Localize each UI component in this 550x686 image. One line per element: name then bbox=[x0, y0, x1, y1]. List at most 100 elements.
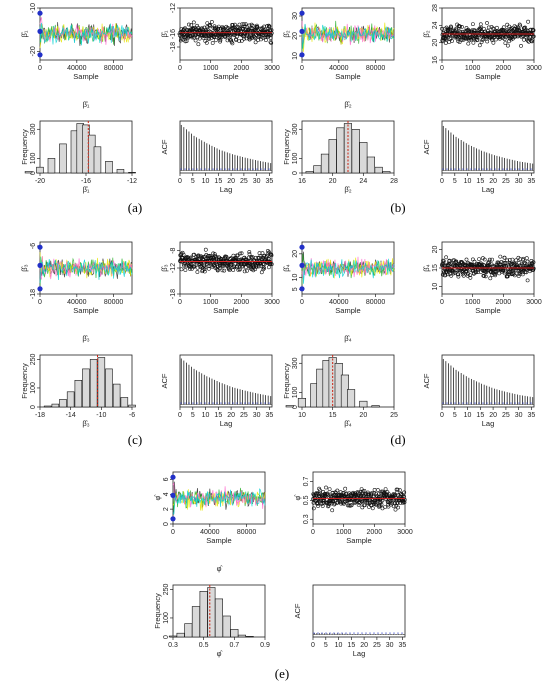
p2-c2-ylabel: Frequency bbox=[20, 363, 29, 399]
p0-c2-hist-bar bbox=[105, 161, 113, 174]
p1-c1-sample-point bbox=[459, 38, 464, 42]
p2-c3-xtick-label: 20 bbox=[227, 412, 235, 419]
p0-c0-xtick-label: 40000 bbox=[67, 65, 87, 72]
p3-c1-sample-point bbox=[487, 257, 492, 262]
p0-c3-xtick-label: 30 bbox=[253, 178, 261, 185]
p4-c1-sample-point bbox=[372, 487, 377, 492]
p4-c1-sample-point bbox=[395, 487, 400, 492]
p3-c2-ytick-label: 300 bbox=[292, 357, 299, 369]
p3-c1-sample-point bbox=[493, 273, 498, 278]
p3-c2-xtick-label: 10 bbox=[298, 412, 306, 419]
p2-c2-hist-bar bbox=[51, 403, 60, 408]
p4-c1-sample-point bbox=[349, 503, 354, 508]
p0-c3-ylabel: ACF bbox=[160, 139, 169, 154]
p4-c2-ytick-label: 0 bbox=[163, 635, 170, 639]
p4-c2-ylabel: Frequency bbox=[153, 593, 162, 629]
p0-c1-xtick-label: 0 bbox=[178, 65, 182, 72]
p2-c0-xtick-label: 0 bbox=[38, 299, 42, 306]
p4-c1-sample-point bbox=[334, 501, 339, 506]
p4-c1-sample-point bbox=[373, 500, 378, 505]
p0-c2-hist-bar bbox=[128, 172, 136, 174]
p0-c1-ylabel: β̂₁ bbox=[160, 30, 169, 37]
p3-c2-xtick-label: 15 bbox=[329, 412, 337, 419]
p1-c1-sample-point bbox=[503, 41, 508, 46]
p0-c1-ytick-label: -12 bbox=[170, 3, 177, 13]
p3-c1-sample-point bbox=[521, 256, 526, 261]
p2-c1-xtick-label: 2000 bbox=[234, 299, 250, 306]
p1-c2-xtick-label: 16 bbox=[298, 178, 306, 185]
p2-c2-xtick-label: -18 bbox=[35, 412, 45, 419]
p3-c3-xtick-label: 0 bbox=[440, 412, 444, 419]
p1-c1-sample-point bbox=[485, 39, 490, 44]
p3-c3-ylabel: ACF bbox=[422, 373, 431, 388]
p4-c2-xtick-label: 0.7 bbox=[229, 642, 239, 649]
p1-c0-xtick-label: 80000 bbox=[366, 65, 386, 72]
p0-c1-sample-point bbox=[241, 22, 246, 27]
p1-c0-xlabel: Sample bbox=[335, 72, 360, 81]
p2-c1-sample-point bbox=[263, 260, 268, 265]
p0-c0-chain-line bbox=[39, 22, 133, 46]
p1-c2-xlabel: β̂₂ bbox=[344, 185, 351, 194]
p4-c2-ytick-label: 100 bbox=[163, 612, 170, 624]
p1-c2-xtick-label: 28 bbox=[390, 178, 398, 185]
p1-c1-xtick-label: 1000 bbox=[465, 65, 481, 72]
p3-c1-sample-point bbox=[498, 254, 503, 259]
p1-c1-ytick-label: 20 bbox=[432, 39, 439, 47]
p0-c1-sample-point bbox=[216, 26, 221, 31]
p2-c2-xtick-label: -6 bbox=[129, 412, 135, 419]
p2-c0-start-point bbox=[37, 244, 43, 250]
p2-c1-sample-point bbox=[189, 258, 193, 263]
p0-c1-sample-point bbox=[191, 20, 196, 25]
p2-c1-sample-point bbox=[269, 262, 274, 267]
p0-c0-ytick-label: -20 bbox=[30, 46, 37, 56]
p0-c3-xtick-label: 5 bbox=[191, 178, 195, 185]
p3-c1-sample-point bbox=[482, 257, 487, 262]
p2-c2-xtick-label: -14 bbox=[66, 412, 76, 419]
p2-c1-sample-point bbox=[226, 267, 231, 272]
p3-c2-hist-bar bbox=[371, 405, 380, 408]
p0-c1-sample-point bbox=[237, 39, 242, 44]
p4-c1-sample-point bbox=[330, 508, 335, 513]
p0-c2-hist-bar bbox=[24, 171, 33, 174]
p4-c2-xtick-label: 0.3 bbox=[168, 642, 178, 649]
p3-c1-xtick-label: 2000 bbox=[496, 299, 512, 306]
p4-c0-start-point bbox=[170, 492, 176, 498]
p1-c2-hist-bar bbox=[313, 165, 322, 174]
panel-label-c: (c) bbox=[128, 432, 142, 447]
p1-c0-start-point bbox=[299, 10, 305, 16]
p4-c1-sample-point bbox=[365, 501, 370, 506]
p3-c1-ytick-label: 15 bbox=[432, 264, 439, 272]
p0-c1-sample-point bbox=[186, 22, 191, 27]
p4-c1-sample-point bbox=[396, 505, 401, 510]
p3-c1-xlabel: Sample bbox=[475, 306, 500, 315]
p0-c1-sample-point bbox=[196, 42, 201, 47]
p2-c3-frame bbox=[179, 354, 273, 408]
p2-c2-hist-bar bbox=[120, 397, 129, 408]
p1-c0-start-point bbox=[299, 52, 305, 58]
p2-c2-title: β̂₃ bbox=[82, 334, 89, 343]
p4-c2-xlabel: φ̂ bbox=[217, 649, 224, 658]
p2-c2-xlabel: β̂₃ bbox=[82, 419, 89, 428]
p1-c3-xtick-label: 30 bbox=[515, 178, 523, 185]
p0-c1-sample-point bbox=[228, 33, 233, 38]
p0-c1-sample-point bbox=[243, 22, 248, 27]
p2-c1-sample-point bbox=[247, 250, 252, 254]
p0-c1-sample-point bbox=[220, 28, 225, 33]
p2-c1-sample-point bbox=[206, 266, 211, 271]
p1-c1-sample-point bbox=[502, 37, 507, 42]
p0-c1-sample-point bbox=[195, 23, 200, 28]
p2-c1-sample-point bbox=[267, 257, 272, 262]
p0-c2-title: β̂₁ bbox=[83, 100, 90, 109]
p2-c2-hist-bar bbox=[112, 383, 121, 408]
p4-c2-hist-bar bbox=[237, 634, 246, 638]
p2-c1-ytick-label: -12 bbox=[170, 263, 177, 273]
p0-c1-sample-point bbox=[241, 34, 246, 39]
p3-c1-sample-point bbox=[504, 261, 509, 265]
p4-c2-xtick-label: 0.5 bbox=[199, 642, 209, 649]
p2-c3-xtick-label: 10 bbox=[202, 412, 210, 419]
p3-c2-xtick-label: 25 bbox=[390, 412, 398, 419]
p2-c0-start-point bbox=[37, 286, 43, 292]
p2-c1-sample-point bbox=[243, 257, 248, 262]
p3-c1-xtick-label: 0 bbox=[440, 299, 444, 306]
p2-c2-hist-bar bbox=[74, 379, 83, 408]
